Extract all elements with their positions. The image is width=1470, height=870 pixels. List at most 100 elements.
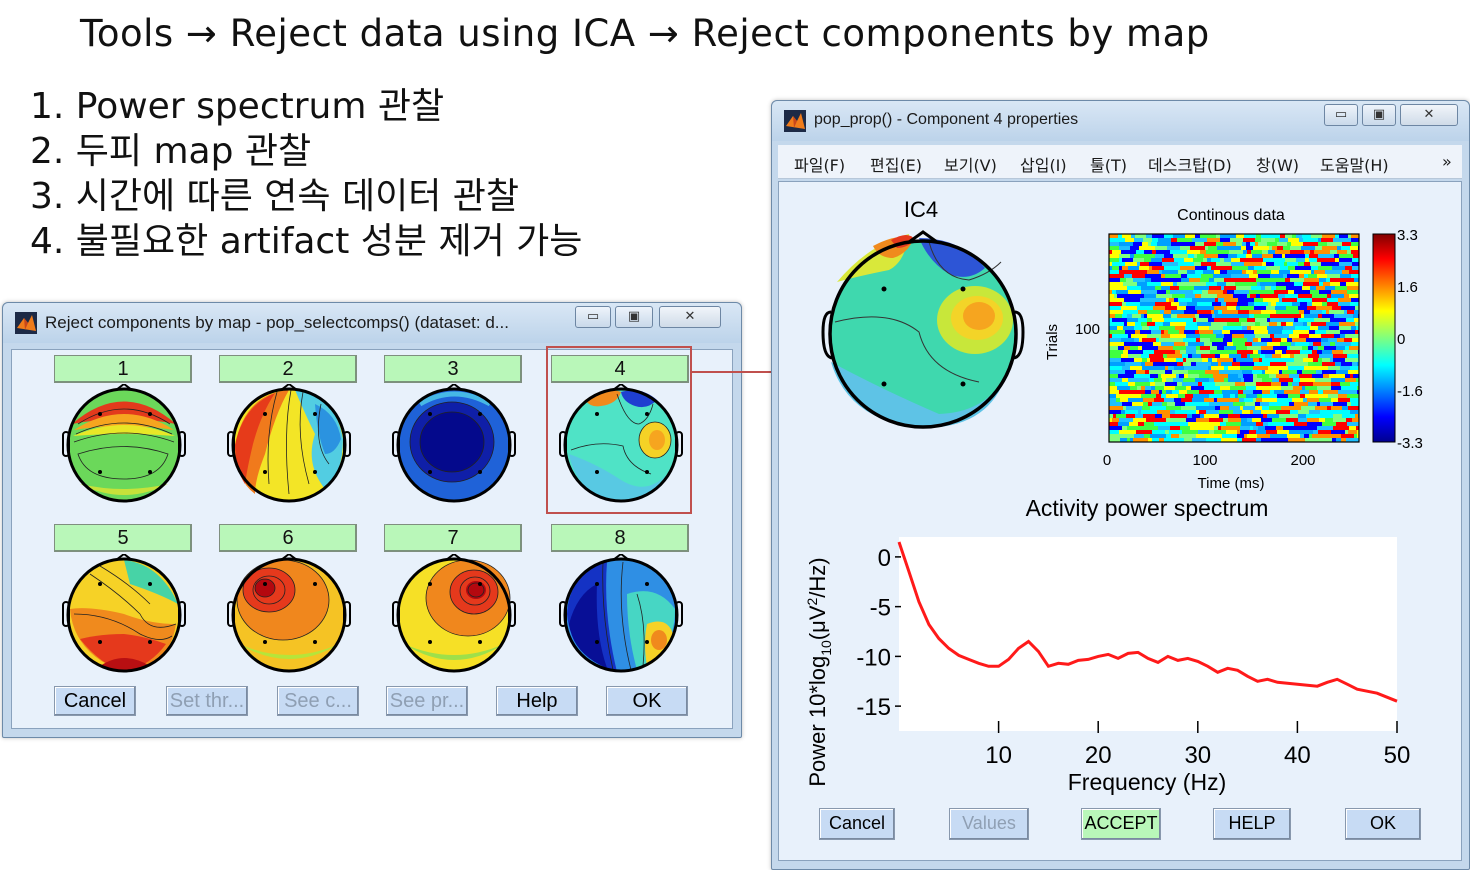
erpimage-cell [1194,254,1197,258]
erpimage-cell [1228,382,1235,386]
erpimage-cell [1305,254,1309,258]
close-button[interactable]: ✕ [659,306,721,328]
erpimage-cell [1206,250,1221,254]
erpimage-cell [1163,354,1167,358]
values-button[interactable]: Values [949,808,1029,840]
scalp-map-2[interactable] [225,384,353,504]
maximize-button[interactable]: ▣ [1362,104,1396,126]
erpimage-cell [1204,398,1214,402]
erpimage-cell [1185,410,1196,414]
erpimage-cell [1216,334,1224,338]
see-comp-button[interactable]: See c... [277,686,359,716]
menu-window[interactable]: 창(W) [1256,156,1300,175]
component-button-4[interactable]: 4 [551,355,689,383]
menu-overflow-icon[interactable]: » [1442,152,1452,171]
minimize-button[interactable]: ▭ [575,306,611,328]
ok-button[interactable]: OK [606,686,688,716]
erpimage-cell [1318,242,1327,246]
title-bar[interactable]: Reject components by map - pop_selectcom… [3,303,741,343]
erpimage-cell [1138,346,1142,350]
erpimage-cell [1315,330,1326,334]
cancel-button[interactable]: Cancel [819,808,895,840]
erpimage-cell [1221,266,1232,270]
ok-button[interactable]: OK [1345,808,1421,840]
scalp-map-8[interactable] [557,554,685,674]
accept-toggle-button[interactable]: ACCEPT [1081,808,1161,840]
menu-view[interactable]: 보기(V) [944,156,997,175]
erpimage-cell [1172,370,1188,374]
erpimage-cell [1181,398,1192,402]
scalp-map-1[interactable] [60,384,188,504]
erpimage-cell [1145,274,1161,278]
erpimage-cell [1339,258,1352,262]
erpimage-cell [1256,382,1271,386]
component-button-5[interactable]: 5 [54,524,192,552]
component-button-1[interactable]: 1 [54,355,192,383]
component-button-8[interactable]: 8 [551,524,689,552]
erpimage-cell [1339,322,1355,326]
menu-insert[interactable]: 삽입(I) [1020,156,1067,175]
erpimage-cell [1185,394,1193,398]
erpimage-cell [1212,358,1217,362]
scalp-map-3[interactable] [390,384,518,504]
close-button[interactable]: ✕ [1400,104,1458,126]
erpimage-cell [1217,294,1233,298]
title-bar[interactable]: pop_prop() - Component 4 properties ▭ ▣ … [772,101,1469,141]
erpimage-cell [1325,418,1333,422]
erpimage-cell [1319,354,1333,358]
menu-edit[interactable]: 편집(E) [870,156,923,175]
menu-help[interactable]: 도움말(H) [1320,156,1389,175]
erpimage-cell [1294,282,1303,286]
erpimage-cell [1270,334,1274,338]
erpimage-cell [1128,398,1143,402]
component-button-3[interactable]: 3 [384,355,522,383]
menu-file[interactable]: 파일(F) [794,156,846,175]
erpimage-cell [1305,270,1311,274]
erpimage-cell [1354,434,1357,438]
scalp-map-6[interactable] [225,554,353,674]
erpimage-cell [1157,242,1171,246]
set-threshold-button[interactable]: Set thr... [166,686,248,716]
ic4-scalp-map [821,230,1025,429]
erpimage-cell [1197,322,1211,326]
step-item: 3. 시간에 따른 연속 데이터 관찰 [30,176,520,217]
erpimage-cell [1205,246,1208,250]
erpimage-cell [1230,422,1241,426]
maximize-button[interactable]: ▣ [615,306,653,328]
erpimage-cell [1303,398,1307,402]
component-button-7[interactable]: 7 [384,524,522,552]
erpimage-cell [1250,242,1255,246]
erpimage-cell [1272,378,1279,382]
help-button[interactable]: Help [496,686,578,716]
component-button-6[interactable]: 6 [219,524,357,552]
erpimage-cell [1201,274,1213,278]
scalp-map-7[interactable] [390,554,518,674]
cancel-button[interactable]: Cancel [54,686,136,716]
erpimage-cell [1322,362,1335,366]
erpimage-cell [1272,354,1281,358]
erpimage-cell [1165,430,1169,434]
erpimage-cell [1247,338,1253,342]
erpimage-cell [1109,246,1119,250]
minimize-button[interactable]: ▭ [1324,104,1358,126]
menu-desktop[interactable]: 데스크탑(D) [1148,156,1232,175]
erpimage-cell [1208,358,1212,362]
erpimage-cell [1352,362,1357,366]
erpimage-cell [1224,334,1232,338]
erpimage-cell [1318,266,1332,270]
see-projection-button[interactable]: See pr... [386,686,468,716]
menu-tools[interactable]: 툴(T) [1090,156,1127,175]
erpimage-cell [1352,258,1359,262]
erpimage-cell [1109,390,1119,394]
erpimage-cell [1162,402,1167,406]
component-button-2[interactable]: 2 [219,355,357,383]
help-button[interactable]: HELP [1213,808,1291,840]
erpimage-cell [1327,294,1331,298]
erpimage-cell [1181,258,1184,262]
erpimage-cell [1308,274,1317,278]
erpimage-cell [1276,310,1286,314]
erpimage-cell [1195,270,1203,274]
scalp-map-4[interactable] [557,384,685,504]
scalp-map-5[interactable] [60,554,188,674]
erpimage-cell [1294,318,1298,322]
